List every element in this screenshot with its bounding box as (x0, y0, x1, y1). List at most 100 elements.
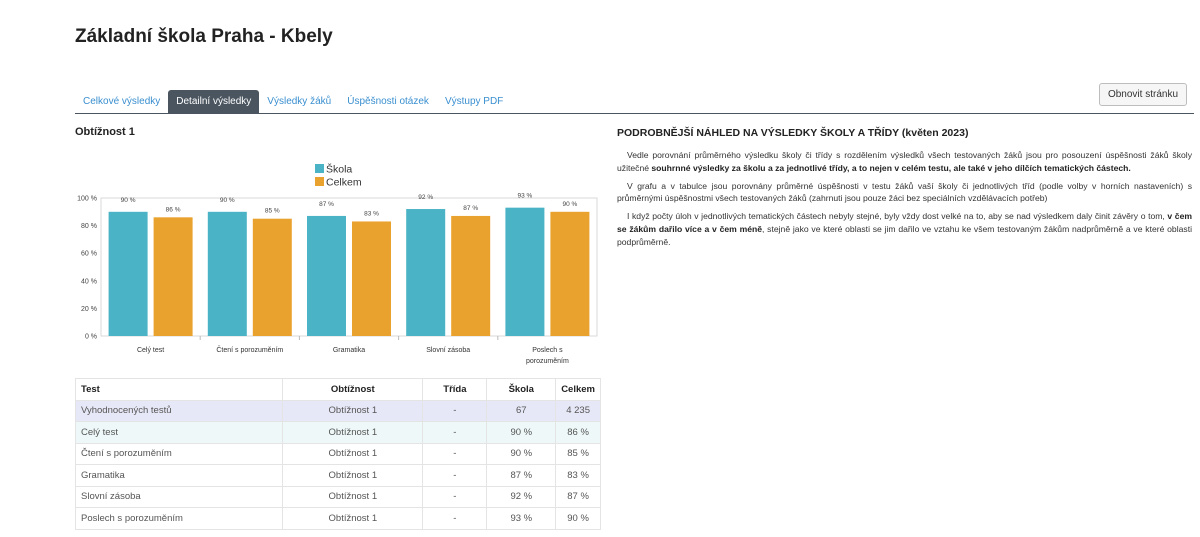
bar (108, 211, 148, 336)
bar-data-label: 90 % (562, 201, 577, 208)
cell-skola: 93 % (486, 507, 557, 530)
cell-test: Čtení s porozuměním (74, 442, 284, 465)
bar (153, 217, 193, 336)
bar (505, 207, 545, 336)
x-tick-label: Čtení s porozuměním (216, 345, 283, 354)
bar (352, 221, 391, 336)
cell-celkem: 85 % (555, 442, 601, 465)
table-header-row: Test Obtížnost Třída Škola Celkem (74, 378, 601, 401)
bar (252, 218, 292, 336)
x-tick-label: porozuměním (526, 358, 569, 365)
column-header-skola: Škola (486, 378, 557, 401)
cell-test: Slovní zásoba (74, 485, 284, 508)
bar-data-label: 93 % (517, 193, 532, 200)
column-header-trida: Třída (422, 378, 488, 401)
description-panel: PODROBNĚJŠÍ NÁHLED NA VÝSLEDKY ŠKOLY A T… (617, 126, 1192, 254)
cell-obtiznost: Obtížnost 1 (282, 442, 424, 465)
table-row: Gramatika Obtížnost 1 - 87 % 83 % (74, 464, 601, 487)
description-paragraph-2: V grafu a v tabulce jsou porovnány průmě… (617, 180, 1192, 204)
cell-skola: 87 % (486, 464, 557, 487)
cell-celkem: 83 % (555, 464, 601, 487)
cell-obtiznost: Obtížnost 1 (282, 485, 424, 508)
y-tick-label: 80 % (81, 223, 97, 230)
cell-obtiznost: Obtížnost 1 (282, 399, 424, 422)
description-paragraph-1: Vedle porovnání průměrného výsledku škol… (617, 149, 1192, 175)
y-tick-label: 40 % (81, 278, 97, 285)
legend-label: Celkem (326, 177, 362, 189)
y-tick-label: 20 % (81, 306, 97, 313)
paragraph-text: , stejně jako ve které oblasti se jim da… (617, 224, 1192, 248)
cell-trida: - (422, 442, 488, 465)
tab-detailni-vysledky[interactable]: Detailní výsledky (168, 90, 260, 114)
y-tick-label: 100 % (77, 196, 97, 203)
column-header-obtiznost: Obtížnost (282, 378, 424, 401)
bar (451, 215, 491, 336)
bar-data-label: 90 % (121, 197, 136, 204)
cell-trida: - (422, 507, 488, 530)
x-tick-label: Slovní zásoba (426, 347, 470, 354)
bar-data-label: 92 % (418, 194, 433, 201)
paragraph-emphasis: souhrnné výsledky za školu a za jednotli… (651, 162, 1131, 173)
description-heading: PODROBNĚJŠÍ NÁHLED NA VÝSLEDKY ŠKOLY A T… (617, 127, 969, 139)
table-row: Celý test Obtížnost 1 - 90 % 86 % (74, 421, 601, 444)
legend-swatch (315, 164, 324, 173)
bar-chart: 0 % 20 % 40 % 60 % 80 % 100 % Škola Celkem 90 % 8… (75, 160, 601, 380)
cell-test: Gramatika (74, 464, 284, 487)
bar (207, 211, 247, 336)
bar-data-label: 87 % (463, 205, 478, 212)
cell-skola: 90 % (486, 442, 557, 465)
cell-obtiznost: Obtížnost 1 (282, 507, 424, 530)
y-tick-label: 60 % (81, 251, 97, 258)
description-paragraph-3: I když počty úloh v jednotlivých tematic… (617, 210, 1192, 249)
table-row: Čtení s porozuměním Obtížnost 1 - 90 % 8… (74, 442, 601, 465)
tabs-divider (75, 113, 1194, 114)
cell-skola: 67 (486, 399, 557, 422)
y-tick-label: 0 % (85, 334, 97, 341)
cell-skola: 90 % (486, 421, 557, 444)
cell-obtiznost: Obtížnost 1 (282, 421, 424, 444)
bar-data-label: 90 % (220, 197, 235, 204)
bar (406, 209, 446, 336)
cell-celkem: 90 % (555, 507, 601, 530)
legend-label: Škola (326, 163, 352, 176)
cell-trida: - (422, 421, 488, 444)
paragraph-text: Vedle porovnání průměrného výsledku škol… (617, 149, 1192, 173)
tab-vysledky-zaku[interactable]: Výsledky žáků (267, 96, 332, 107)
bar-data-label: 83 % (364, 210, 379, 217)
tab-celkove-vysledky[interactable]: Celkové výsledky (83, 96, 161, 107)
refresh-button[interactable]: Obnovit stránku (1099, 83, 1187, 106)
legend-swatch (315, 177, 324, 186)
plot-frame (100, 197, 598, 337)
cell-trida: - (422, 464, 488, 487)
cell-test: Vyhodnocených testů (74, 399, 284, 422)
column-header-test: Test (74, 378, 284, 401)
x-tick-label: Poslech s (532, 347, 563, 354)
cell-skola: 92 % (486, 485, 557, 508)
tab-vystupy-pdf[interactable]: Výstupy PDF (444, 96, 504, 107)
results-table: Test Obtížnost Třída Škola Celkem Vyhodn… (74, 378, 601, 530)
bar-data-label: 85 % (265, 208, 280, 215)
section-title: Obtížnost 1 (75, 126, 135, 138)
tab-bar: Celkové výsledky Detailní výsledky Výsle… (75, 90, 511, 114)
paragraph-emphasis: v čem se žákům dařilo více a v čem méně (617, 211, 1192, 235)
page-title: Základní škola Praha - Kbely (75, 26, 333, 47)
bar-data-label: 86 % (166, 206, 181, 213)
bar-data-label: 87 % (319, 201, 334, 208)
cell-test: Poslech s porozuměním (74, 507, 284, 530)
cell-celkem: 87 % (555, 485, 601, 508)
table-row: Slovní zásoba Obtížnost 1 - 92 % 87 % (74, 485, 601, 508)
table-row: Poslech s porozuměním Obtížnost 1 - 93 %… (74, 507, 601, 530)
x-tick-label: Gramatika (333, 347, 365, 354)
cell-celkem: 86 % (555, 421, 601, 444)
table-row: Vyhodnocených testů Obtížnost 1 - 67 4 2… (74, 399, 601, 422)
bar (550, 211, 590, 336)
column-header-celkem: Celkem (555, 378, 601, 401)
cell-celkem: 4 235 (555, 399, 601, 422)
x-tick-label: Celý test (137, 347, 164, 354)
cell-trida: - (422, 399, 488, 422)
tab-uspesnosti-otazek[interactable]: Úspěšnosti otázek (347, 96, 429, 107)
bar (307, 215, 346, 336)
cell-obtiznost: Obtížnost 1 (282, 464, 424, 487)
cell-test: Celý test (74, 421, 284, 444)
